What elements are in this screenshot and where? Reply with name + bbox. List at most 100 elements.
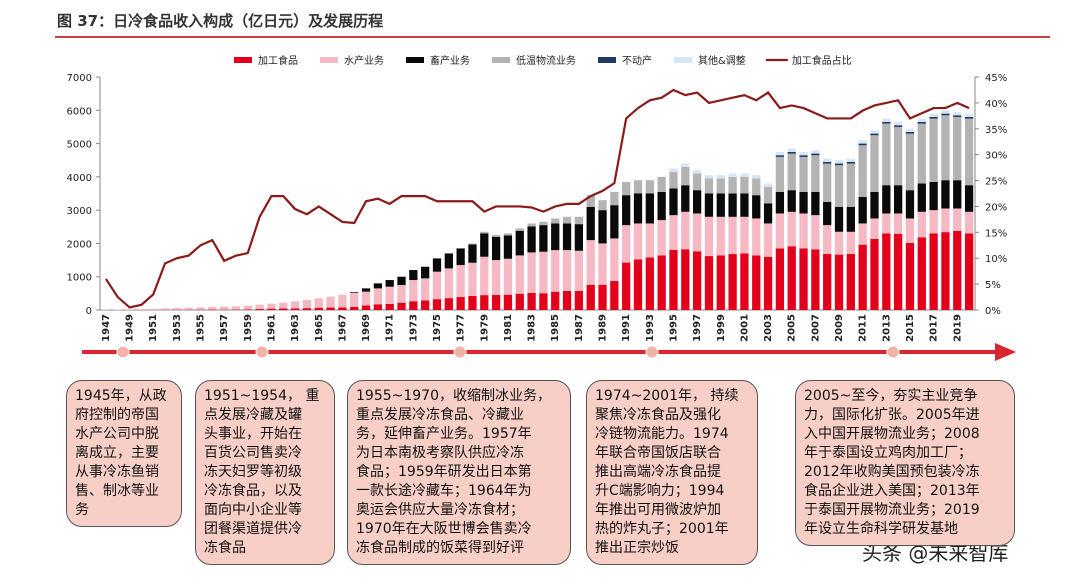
bar-segment (539, 293, 548, 310)
x-tick-label: 1977 (456, 314, 467, 342)
legend-swatch (234, 57, 252, 63)
event-line: 府控制的帝国 (75, 407, 159, 423)
bar-segment (752, 195, 761, 219)
bar-segment (917, 183, 926, 212)
bar-segment (255, 304, 264, 310)
event-line: 离成立，主要 (75, 445, 159, 461)
bar-segment (964, 185, 974, 212)
event-line: 1970年在大阪世博会售卖冷 (356, 521, 532, 537)
bar-segment (432, 299, 442, 310)
x-tick-label: 1947 (101, 314, 112, 342)
bar-segment (834, 231, 844, 255)
x-tick-label: 1969 (361, 314, 372, 342)
legend-swatch (674, 57, 692, 63)
y-tick-label: 6000 (67, 106, 92, 117)
y-tick-label: 1000 (67, 273, 92, 284)
bar-segment (267, 308, 276, 310)
bar-segment (905, 133, 915, 191)
bar-segment (326, 307, 335, 310)
bar-segment (598, 243, 607, 285)
bar-segment (882, 118, 891, 122)
bar-segment (858, 196, 867, 224)
x-tick-label: 1983 (527, 314, 538, 342)
bar-segment (562, 250, 572, 291)
bar-segment (468, 296, 477, 310)
event-line: 年推出可用微波炉加 (595, 502, 721, 518)
x-tick-label: 1961 (266, 314, 277, 342)
bar-segment (953, 208, 962, 231)
bar-segment (669, 168, 678, 172)
y2-tick-label: 10% (985, 254, 1007, 265)
bar-segment (964, 113, 974, 117)
bar-segment (905, 190, 915, 219)
bar-segment (704, 256, 714, 310)
bar-segment (728, 176, 737, 194)
bar-segment (326, 296, 335, 308)
event-line: 食品企业进入美国；2013年 (804, 483, 980, 499)
bar-segment (527, 252, 536, 293)
event-line: 务 (75, 502, 89, 518)
bar-segment (787, 246, 796, 310)
x-tick-label: 2009 (834, 314, 845, 342)
bar-segment (491, 295, 501, 310)
bar-segment (598, 284, 607, 310)
x-tick-label: 2015 (905, 314, 916, 342)
x-tick-label: 1951 (148, 314, 159, 342)
bar-segment (574, 216, 584, 225)
bar-segment (681, 185, 690, 212)
bar-segment (846, 253, 855, 310)
title: 图 37：日冷食品收入构成（亿日元）及发展历程 (57, 12, 383, 30)
bar-segment (846, 231, 855, 254)
bar-segment (551, 250, 560, 292)
bar-segment (929, 118, 938, 182)
x-tick-label: 1971 (385, 314, 396, 342)
bar-segment (775, 191, 785, 214)
bar-segment (279, 302, 288, 309)
bar-segment (622, 181, 631, 196)
legend-label: 畜产业务 (430, 54, 470, 67)
bar-segment (728, 254, 737, 310)
bar-segment (858, 244, 867, 310)
bar-segment (421, 266, 430, 279)
bar-segment (184, 307, 193, 310)
timeline-arrow (995, 343, 1016, 361)
bar-segment (811, 150, 820, 154)
bar-segment (941, 232, 950, 310)
bar-segment (870, 218, 879, 240)
event-line: 从事冷冻鱼销 (75, 464, 159, 480)
bar-segment (775, 213, 785, 249)
bar-segment (468, 244, 477, 263)
bar-segment (704, 178, 714, 194)
event-line: 水产公司中脱 (75, 426, 159, 442)
bar-segment (917, 237, 926, 310)
bar-segment (917, 118, 926, 122)
bar-segment (870, 191, 879, 219)
bar-segment (799, 156, 808, 192)
bar-segment (858, 145, 867, 197)
x-tick-label: 1967 (337, 314, 348, 342)
bar-segment (823, 201, 832, 226)
bar-segment (551, 291, 560, 310)
bar-segment (692, 170, 702, 174)
timeline-dot (453, 345, 467, 359)
bar-segment (432, 271, 442, 300)
bar-segment (752, 255, 761, 310)
bar-segment (314, 298, 323, 308)
bar-segment (373, 283, 383, 289)
bar-segment (586, 284, 595, 310)
bar-segment (763, 256, 773, 310)
bar-segment (290, 301, 300, 309)
bar-segment (799, 213, 808, 249)
y-tick-label: 7000 (67, 73, 92, 84)
bar-segment (834, 160, 844, 164)
bar-segment (681, 163, 690, 167)
bar-segment (539, 251, 548, 294)
bar-segment (551, 223, 560, 251)
x-tick-label: 2001 (739, 314, 750, 342)
bar-segment (314, 307, 323, 310)
bar-segment (633, 223, 643, 260)
bar-segment (811, 249, 820, 310)
bar-segment (787, 151, 796, 154)
bar-segment (456, 265, 465, 298)
bar-segment (894, 126, 903, 186)
